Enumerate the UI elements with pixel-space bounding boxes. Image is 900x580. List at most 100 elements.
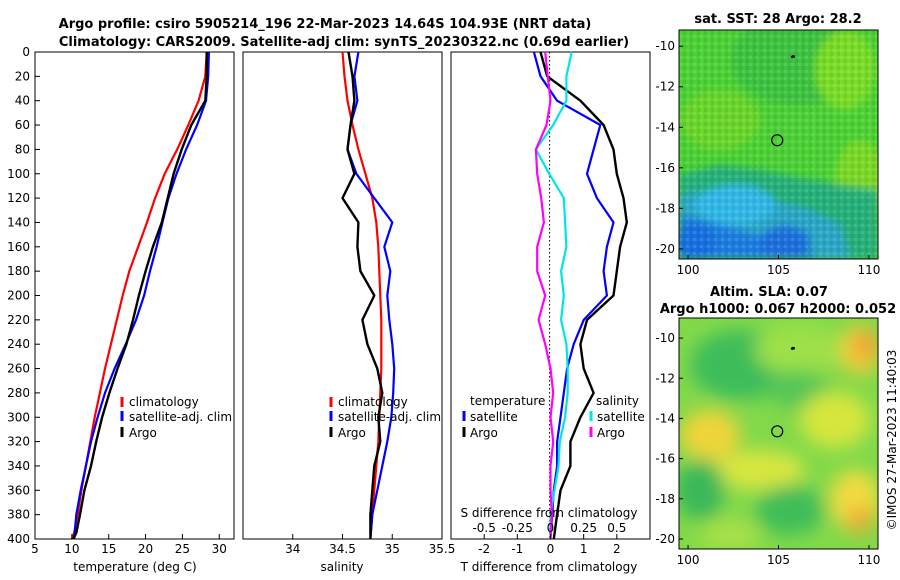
map-x-tick-label: 100 (677, 553, 700, 567)
map-y-tick-label: -20 (655, 242, 675, 256)
temperature-y-ticks: 0 20 40 60 80 100 120 140 160 180 200 220 240 260 280 3… (7, 45, 40, 546)
series-satellite-adj-clim (73, 51, 210, 540)
sla-map-marks (771, 346, 796, 438)
y-tick-label: 40 (15, 94, 30, 108)
x-tick-label: -2 (478, 542, 490, 556)
temperature-x-label: temperature (deg C) (73, 560, 196, 574)
x-tick-label: 25 (175, 542, 190, 556)
series-s-satellite (534, 51, 573, 539)
difference-s-ticks: -0.5 -0.25 0 0.25 0.5 (472, 521, 626, 535)
s-tick-label: -0.25 (502, 521, 533, 535)
temperature-x-ticks: 5 10 15 20 25 30 (31, 534, 227, 556)
s-tick-label: -0.5 (472, 521, 495, 535)
y-tick-label: 80 (15, 142, 30, 156)
sla-map-y-ticks: -10 -12 -14 -16 -18 -20 (655, 331, 683, 546)
legend-sal-argo-label: Argo (338, 426, 366, 440)
figure-title-line1: Argo profile: csiro 5905214_196 22-Mar-2… (59, 17, 592, 32)
sla-map-title-line2: Argo h1000: 0.067 h2000: 0.052 (660, 302, 896, 317)
float-track (790, 54, 796, 59)
y-tick-label: 200 (7, 289, 30, 303)
map-x-tick-label: 110 (858, 263, 881, 277)
legend-sal-climatology-label: climatology (338, 395, 408, 409)
temperature-series (70, 51, 210, 540)
y-tick-label: 100 (7, 167, 30, 181)
difference-series (532, 51, 628, 540)
y-tick-label: 280 (7, 386, 30, 400)
x-tick-label: 20 (138, 542, 153, 556)
y-tick-label: 20 (15, 69, 30, 83)
map-y-tick-label: -16 (655, 452, 675, 466)
temperature-legend: climatology satellite-adj. clim Argo (120, 395, 232, 440)
x-tick-label: 0 (547, 542, 555, 556)
series-t-satellite (532, 51, 615, 540)
salinity-axes-frame (242, 51, 443, 540)
y-tick-label: 300 (7, 410, 30, 424)
sla-map-panel: Altim. SLA: 0.07 Argo h1000: 0.067 h2000… (655, 285, 896, 567)
y-tick-label: 140 (7, 215, 30, 229)
map-y-tick-label: -18 (655, 201, 675, 215)
y-tick-label: 380 (7, 508, 30, 522)
legend-argo-label: Argo (129, 426, 157, 440)
sst-map-marks (771, 54, 796, 147)
x-tick-label: 1 (580, 542, 588, 556)
sla-map-image (679, 318, 878, 549)
legend-t-argo-label: Argo (470, 426, 498, 440)
float-track (790, 346, 796, 351)
map-y-tick-label: -14 (655, 120, 675, 134)
y-tick-label: 320 (7, 435, 30, 449)
x-tick-label: 30 (212, 542, 227, 556)
y-tick-label: 0 (22, 45, 30, 59)
argo-profile-marker (771, 134, 784, 147)
map-y-tick-label: -18 (655, 492, 675, 506)
y-tick-label: 180 (7, 264, 30, 278)
map-y-tick-label: -14 (655, 411, 675, 425)
legend-sal-satellite-label: satellite-adj. clim (338, 410, 441, 424)
sst-map-title: sat. SST: 28 Argo: 28.2 (694, 12, 861, 27)
map-y-tick-label: -20 (655, 532, 675, 546)
sst-map-x-ticks: 100 105 110 (677, 255, 881, 277)
legend-s-argo-label: Argo (597, 426, 625, 440)
s-tick-label: 0 (547, 521, 555, 535)
series-argo (341, 51, 384, 539)
x-tick-label: 35 (385, 542, 400, 556)
salinity-x-ticks: 34 34.5 35 35.5 (285, 534, 455, 556)
sst-map-image (679, 30, 878, 259)
sla-map-x-ticks: 100 105 110 (677, 545, 881, 567)
difference-panel: -2 -1 0 1 2 -0.5 -0.25 0 0.25 0.5 S difference f… (450, 51, 651, 574)
sla-map-title-line1: Altim. SLA: 0.07 (710, 285, 828, 300)
difference-t-label: T difference from climatology (460, 560, 638, 574)
difference-s-label: S difference from climatology (461, 506, 638, 520)
sst-map-panel: sat. SST: 28 Argo: 28.2 100 105 110 -10 -12… (655, 12, 881, 277)
series-t-argo (539, 51, 628, 540)
map-y-tick-label: -10 (655, 331, 675, 345)
legend-t-satellite-label: satellite (470, 410, 518, 424)
map-y-tick-label: -12 (655, 371, 675, 385)
y-tick-label: 220 (7, 313, 30, 327)
legend-climatology-label: climatology (129, 395, 199, 409)
s-tick-label: 0.25 (570, 521, 597, 535)
difference-t-ticks: -2 -1 0 1 2 (478, 534, 621, 556)
y-tick-label: 260 (7, 362, 30, 376)
x-tick-label: 15 (101, 542, 116, 556)
x-tick-label: 35.5 (429, 542, 456, 556)
series-argo (72, 52, 208, 540)
map-y-tick-label: -10 (655, 39, 675, 53)
x-tick-label: -1 (511, 542, 523, 556)
x-tick-label: 34 (285, 542, 300, 556)
legend-salinity-title: salinity (596, 394, 639, 408)
s-tick-label: 0.5 (607, 521, 626, 535)
temperature-panel: 5 10 15 20 25 30 0 20 40 60 80 100 120 140 160 180 200 2… (7, 45, 235, 574)
legend-temperature-title: temperature (470, 394, 545, 408)
figure-title-line2: Climatology: CARS2009. Satellite-adj cli… (59, 35, 629, 50)
legend-s-satellite-label: satellite (597, 410, 645, 424)
series-s-argo (534, 51, 555, 540)
map-x-tick-label: 105 (767, 553, 790, 567)
map-x-tick-label: 110 (858, 553, 881, 567)
salinity-x-label: salinity (320, 560, 363, 574)
y-tick-label: 120 (7, 191, 30, 205)
temperature-axes-frame (34, 51, 235, 540)
y-tick-label: 340 (7, 459, 30, 473)
map-y-tick-label: -16 (655, 161, 675, 175)
x-tick-label: 10 (64, 542, 79, 556)
